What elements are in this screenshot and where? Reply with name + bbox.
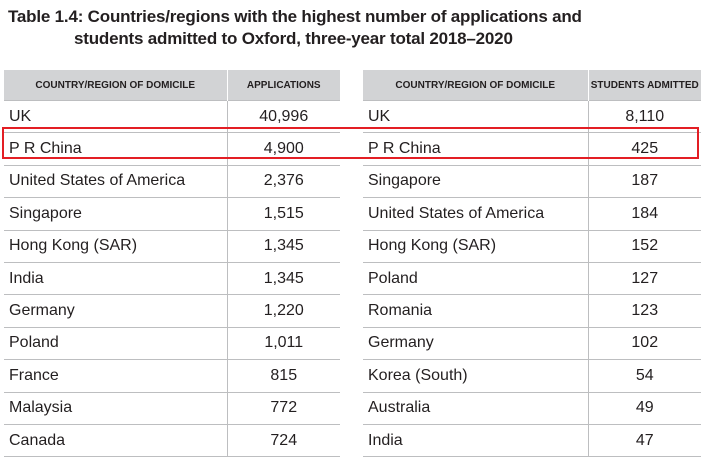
table-row: Germany 102 xyxy=(363,326,701,360)
value-cell: 127 xyxy=(587,261,701,295)
country-cell: Malaysia xyxy=(4,391,227,425)
table-row: Poland 1,011 xyxy=(4,326,340,360)
table-row: UK 40,996 xyxy=(4,99,340,133)
students-admitted-column-header: STUDENTS ADMITTED xyxy=(587,70,701,101)
country-cell: Poland xyxy=(363,261,588,295)
table-row: Romania 123 xyxy=(363,294,701,328)
value-cell: 4,900 xyxy=(226,132,340,166)
value-cell: 47 xyxy=(587,423,701,457)
country-cell: UK xyxy=(4,99,227,133)
country-cell: Germany xyxy=(4,294,227,328)
country-cell: United States of America xyxy=(4,164,227,198)
value-cell: 2,376 xyxy=(226,164,340,198)
table-row: Germany 1,220 xyxy=(4,294,340,328)
value-cell: 815 xyxy=(226,359,340,393)
country-cell: P R China xyxy=(4,132,227,166)
value-cell: 187 xyxy=(587,164,701,198)
country-cell: Poland xyxy=(4,326,227,360)
country-cell: Germany xyxy=(363,326,588,360)
table-row: France 815 xyxy=(4,359,340,393)
value-cell: 1,345 xyxy=(226,229,340,263)
table-row: India 1,345 xyxy=(4,261,340,295)
table-row: Singapore 1,515 xyxy=(4,197,340,231)
country-cell: P R China xyxy=(363,132,588,166)
country-cell: India xyxy=(363,423,588,457)
students-admitted-table-body: UK 8,110 P R China 425 Singapore 187 United St… xyxy=(363,99,701,457)
value-cell: 8,110 xyxy=(587,99,701,133)
table-row: Canada 724 xyxy=(4,423,340,457)
value-cell: 1,515 xyxy=(226,197,340,231)
applications-table: COUNTRY/REGION OF DOMICILE APPLICATIONS … xyxy=(4,70,340,457)
students-admitted-header-row: COUNTRY/REGION OF DOMICILE STUDENTS ADMI… xyxy=(363,70,701,101)
value-cell: 40,996 xyxy=(226,99,340,133)
value-cell: 724 xyxy=(226,423,340,457)
value-cell: 123 xyxy=(587,294,701,328)
value-cell: 772 xyxy=(226,391,340,425)
value-cell: 184 xyxy=(587,197,701,231)
value-cell: 102 xyxy=(587,326,701,360)
country-cell: France xyxy=(4,359,227,393)
table-title-line-2: students admitted to Oxford, three-year … xyxy=(74,29,513,48)
table-row: Singapore 187 xyxy=(363,164,701,198)
table-row: Hong Kong (SAR) 1,345 xyxy=(4,229,340,263)
country-cell: UK xyxy=(363,99,588,133)
table-row: Hong Kong (SAR) 152 xyxy=(363,229,701,263)
country-cell: United States of America xyxy=(363,197,588,231)
country-column-header: COUNTRY/REGION OF DOMICILE xyxy=(4,70,227,101)
country-cell: Romania xyxy=(363,294,588,328)
country-cell: Hong Kong (SAR) xyxy=(363,229,588,263)
country-cell: Canada xyxy=(4,423,227,457)
table-title-line-1: Table 1.4: Countries/regions with the hi… xyxy=(8,7,582,26)
table-title: Table 1.4: Countries/regions with the hi… xyxy=(8,6,582,50)
students-admitted-table: COUNTRY/REGION OF DOMICILE STUDENTS ADMI… xyxy=(363,70,701,457)
value-cell: 1,011 xyxy=(226,326,340,360)
table-row: P R China 425 xyxy=(363,132,701,166)
value-cell: 152 xyxy=(587,229,701,263)
country-cell: Singapore xyxy=(4,197,227,231)
value-cell: 54 xyxy=(587,359,701,393)
applications-column-header: APPLICATIONS xyxy=(226,70,340,101)
table-row: Malaysia 772 xyxy=(4,391,340,425)
table-row: India 47 xyxy=(363,423,701,457)
table-row: United States of America 184 xyxy=(363,197,701,231)
table-row: United States of America 2,376 xyxy=(4,164,340,198)
table-row: Korea (South) 54 xyxy=(363,359,701,393)
country-cell: Australia xyxy=(363,391,588,425)
applications-table-body: UK 40,996 P R China 4,900 United States of A… xyxy=(4,99,340,457)
table-row: Australia 49 xyxy=(363,391,701,425)
value-cell: 425 xyxy=(587,132,701,166)
country-cell: India xyxy=(4,261,227,295)
value-cell: 49 xyxy=(587,391,701,425)
country-cell: Singapore xyxy=(363,164,588,198)
country-column-header: COUNTRY/REGION OF DOMICILE xyxy=(363,70,588,101)
country-cell: Korea (South) xyxy=(363,359,588,393)
table-row: UK 8,110 xyxy=(363,99,701,133)
table-row: Poland 127 xyxy=(363,261,701,295)
country-cell: Hong Kong (SAR) xyxy=(4,229,227,263)
applications-header-row: COUNTRY/REGION OF DOMICILE APPLICATIONS xyxy=(4,70,340,101)
table-row: P R China 4,900 xyxy=(4,132,340,166)
value-cell: 1,345 xyxy=(226,261,340,295)
value-cell: 1,220 xyxy=(226,294,340,328)
